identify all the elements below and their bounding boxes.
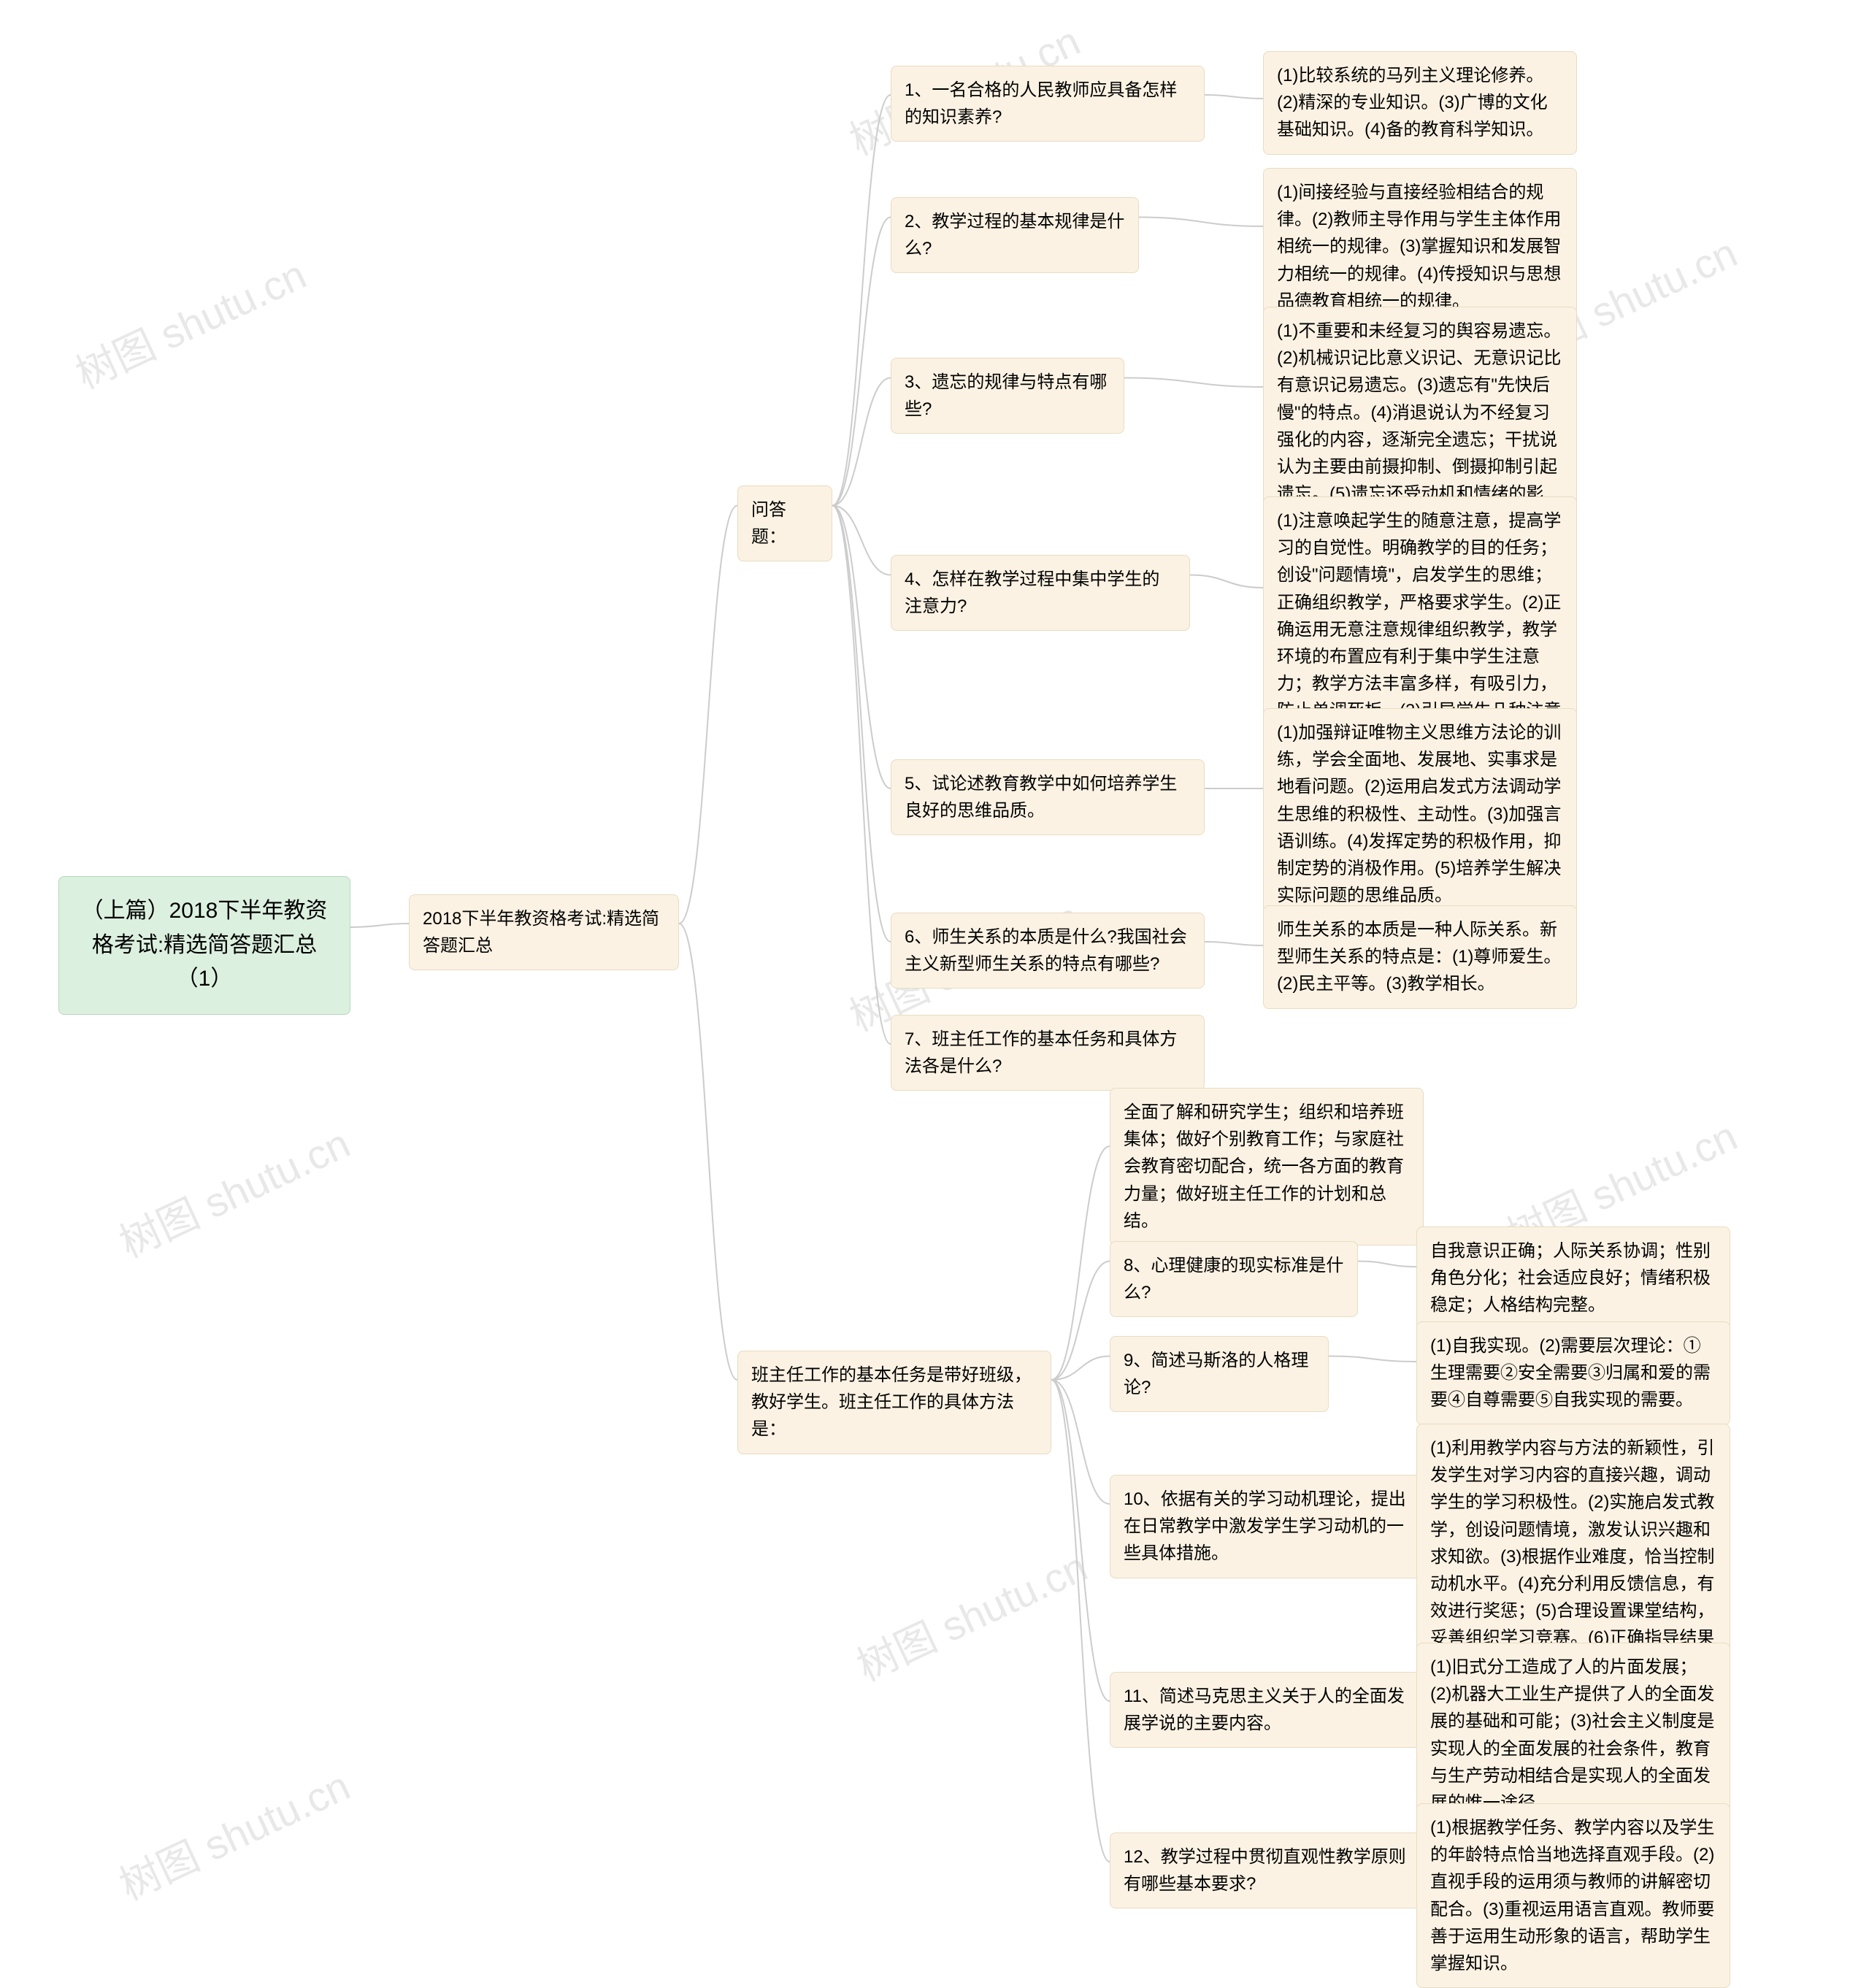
connector xyxy=(1124,378,1263,388)
watermark: 树图 shutu.cn xyxy=(846,1535,1096,1693)
connector xyxy=(1190,575,1263,588)
connector xyxy=(1139,218,1263,227)
connector xyxy=(832,506,891,943)
mindmap-node-b0[interactable]: 全面了解和研究学生；组织和培养班集体；做好个别教育工作；与家庭社会教育密切配合，… xyxy=(1110,1088,1424,1246)
connector xyxy=(832,378,891,506)
watermark: 树图 shutu.cn xyxy=(65,242,315,401)
connector xyxy=(832,506,891,1045)
mindmap-node-t2[interactable]: 2018下半年教资格考试:精选简答题汇总 xyxy=(409,894,679,970)
connector xyxy=(1205,942,1263,945)
mindmap-node-q3[interactable]: 3、遗忘的规律与特点有哪些? xyxy=(891,358,1124,434)
mindmap-node-q8[interactable]: 8、心理健康的现实标准是什么? xyxy=(1110,1241,1358,1317)
connector xyxy=(832,506,891,575)
connector xyxy=(1358,1262,1416,1267)
mindmap-node-q1[interactable]: 1、一名合格的人民教师应具备怎样的知识素养? xyxy=(891,66,1205,142)
mindmap-node-q7[interactable]: 7、班主任工作的基本任务和具体方法各是什么? xyxy=(891,1015,1205,1091)
mindmap-node-q11[interactable]: 11、简述马克思主义关于人的全面发展学说的主要内容。 xyxy=(1110,1672,1424,1748)
connector xyxy=(1051,1380,1110,1504)
connector xyxy=(1205,95,1263,99)
watermark: 树图 shutu.cn xyxy=(109,1754,358,1912)
connector xyxy=(1051,1380,1110,1701)
connector xyxy=(1051,1146,1110,1380)
mindmap-node-q4[interactable]: 4、怎样在教学过程中集中学生的注意力? xyxy=(891,555,1190,631)
watermark: 树图 shutu.cn xyxy=(109,1111,358,1270)
mindmap-node-bzr[interactable]: 班主任工作的基本任务是带好班级，教好学生。班主任工作的具体方法是： xyxy=(737,1351,1051,1454)
mindmap-node-q10[interactable]: 10、依据有关的学习动机理论，提出在日常教学中激发学生学习动机的一些具体措施。 xyxy=(1110,1475,1424,1578)
mindmap-node-qhead[interactable]: 问答题： xyxy=(737,486,832,561)
mindmap-node-a5[interactable]: (1)加强辩证唯物主义思维方法论的训练，学会全面地、发展地、实事求是地看问题。(… xyxy=(1263,708,1577,920)
mindmap-node-a11[interactable]: (1)旧式分工造成了人的片面发展；(2)机器大工业生产提供了人的全面发展的基础和… xyxy=(1416,1643,1730,1827)
mindmap-node-a6[interactable]: 师生关系的本质是一种人际关系。新型师生关系的特点是：(1)尊师爱生。(2)民主平… xyxy=(1263,905,1577,1009)
connector xyxy=(1051,1380,1110,1862)
mindmap-node-q5[interactable]: 5、试论述教育教学中如何培养学生良好的思维品质。 xyxy=(891,759,1205,835)
connector xyxy=(832,95,891,506)
connector xyxy=(832,506,891,789)
connector xyxy=(1329,1356,1416,1362)
mindmap-node-q6[interactable]: 6、师生关系的本质是什么?我国社会主义新型师生关系的特点有哪些? xyxy=(891,913,1205,989)
mindmap-node-q12[interactable]: 12、教学过程中贯彻直观性教学原则有哪些基本要求? xyxy=(1110,1832,1424,1908)
mindmap-node-q9[interactable]: 9、简述马斯洛的人格理论? xyxy=(1110,1336,1329,1412)
mindmap-node-a12[interactable]: (1)根据教学任务、教学内容以及学生的年龄特点恰当地选择直观手段。(2)直视手段… xyxy=(1416,1803,1730,1988)
connector xyxy=(1051,1356,1110,1381)
connector xyxy=(350,924,409,927)
connector xyxy=(1051,1262,1110,1381)
mindmap-node-a1[interactable]: (1)比较系统的马列主义理论修养。(2)精深的专业知识。(3)广博的文化基础知识… xyxy=(1263,51,1577,155)
mindmap-node-a2[interactable]: (1)间接经验与直接经验相结合的规律。(2)教师主导作用与学生主体作用相统一的规… xyxy=(1263,168,1577,326)
mindmap-node-root[interactable]: （上篇）2018下半年教资格考试:精选简答题汇总（1） xyxy=(58,876,350,1015)
connector xyxy=(679,506,737,924)
mindmap-node-a8[interactable]: 自我意识正确；人际关系协调；性别角色分化；社会适应良好；情绪积极稳定；人格结构完… xyxy=(1416,1227,1730,1330)
mindmap-node-q2[interactable]: 2、教学过程的基本规律是什么? xyxy=(891,197,1139,273)
mindmap-node-a9[interactable]: (1)自我实现。(2)需要层次理论：①生理需要②安全需要③归属和爱的需要④自尊需… xyxy=(1416,1321,1730,1425)
connector xyxy=(679,924,737,1380)
connector xyxy=(832,218,891,506)
